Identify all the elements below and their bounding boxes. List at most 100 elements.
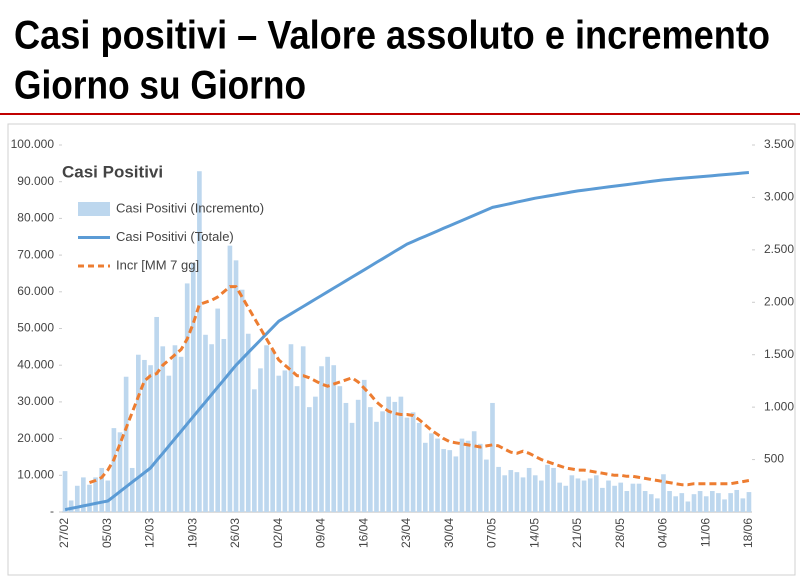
bar <box>258 368 263 512</box>
bar <box>337 386 343 512</box>
bar <box>569 475 575 512</box>
bar <box>105 480 111 512</box>
bar <box>343 402 349 512</box>
bar <box>142 359 147 512</box>
y-tick-label: 10.000 <box>17 467 54 481</box>
bar <box>551 467 556 512</box>
bar <box>465 440 471 512</box>
bar <box>612 485 617 512</box>
bar <box>197 171 202 512</box>
bar <box>636 483 642 512</box>
x-tick-label: 28/05 <box>613 518 627 548</box>
bar <box>520 477 526 512</box>
x-tick-label: 04/06 <box>656 518 670 548</box>
bar <box>593 475 599 512</box>
bar <box>398 396 404 512</box>
bar <box>655 498 660 512</box>
bar <box>276 375 282 512</box>
bar <box>471 431 477 512</box>
x-tick-label: 11/06 <box>698 518 712 547</box>
x-tick-label: 07/05 <box>485 518 499 548</box>
bar <box>575 478 581 512</box>
bar <box>624 491 630 512</box>
x-tick-label: 23/04 <box>399 518 413 548</box>
bar <box>227 245 233 513</box>
bar <box>508 470 514 512</box>
bar <box>514 472 520 512</box>
bar <box>190 262 196 512</box>
bar <box>697 491 703 512</box>
bar <box>490 402 495 512</box>
bar <box>728 493 733 512</box>
x-tick-label: 09/04 <box>314 518 328 548</box>
bar <box>722 499 727 512</box>
bar <box>117 432 123 512</box>
y-tick-label: - <box>50 504 54 518</box>
bar <box>87 484 92 512</box>
bar <box>667 491 672 512</box>
bar <box>447 450 453 512</box>
bar <box>526 467 532 512</box>
x-tick-label: 26/03 <box>228 518 242 548</box>
bar <box>288 344 294 512</box>
bar <box>661 474 666 512</box>
bar <box>368 407 373 512</box>
bar <box>477 443 483 512</box>
bar <box>606 480 611 512</box>
bar <box>172 345 178 512</box>
bar <box>99 467 105 512</box>
dashed-line <box>89 285 750 487</box>
bar <box>740 498 746 512</box>
title-line: Giorno su Giorno <box>14 64 306 108</box>
bar <box>502 475 508 512</box>
bar <box>160 346 166 512</box>
x-tick-label: 19/03 <box>185 518 199 548</box>
line <box>64 171 750 512</box>
bar <box>600 487 605 512</box>
y-tick-label: 40.000 <box>17 357 54 371</box>
bar <box>252 389 257 512</box>
bar <box>282 370 288 512</box>
y2-tick-label: 2.500 <box>764 242 794 256</box>
bar <box>319 366 324 512</box>
bar <box>532 475 538 512</box>
bar <box>422 442 428 512</box>
legend-label: Casi Positivi (Totale) <box>116 229 234 244</box>
bar <box>734 489 740 512</box>
bar <box>435 438 440 512</box>
bar <box>325 356 330 512</box>
y-tick-label: 20.000 <box>17 431 54 445</box>
bar <box>215 308 221 512</box>
bar <box>264 345 269 512</box>
bar <box>630 483 636 512</box>
bar <box>642 491 648 512</box>
bar <box>618 482 624 512</box>
bar <box>685 501 691 512</box>
bar <box>184 283 190 512</box>
x-tick-label: 05/03 <box>100 518 114 548</box>
bar <box>380 411 385 512</box>
bar <box>673 496 678 512</box>
bar <box>361 379 367 512</box>
bar <box>270 349 275 512</box>
y2-tick-label: 500 <box>764 452 784 466</box>
bar <box>453 456 459 512</box>
x-tick-label: 02/04 <box>271 518 285 548</box>
x-tick-label: 18/06 <box>741 518 755 548</box>
bar <box>300 346 306 512</box>
bar <box>429 433 434 512</box>
bar <box>716 493 721 512</box>
bar <box>93 477 98 512</box>
legend-label: Casi Positivi (Incremento) <box>116 200 264 215</box>
legend-title: Casi Positivi <box>62 162 163 181</box>
x-tick-label: 16/04 <box>356 518 370 548</box>
y-tick-label: 50.000 <box>17 321 54 335</box>
bar <box>349 422 355 512</box>
y-tick-label: 60.000 <box>17 284 54 298</box>
bar <box>331 365 337 512</box>
title-line: Casi positivi – Valore assoluto e increm… <box>14 14 770 58</box>
legend-label: Incr [MM 7 gg] <box>116 257 199 272</box>
bar <box>691 494 697 512</box>
bar <box>557 482 562 512</box>
y-tick-label: 100.000 <box>11 137 55 151</box>
